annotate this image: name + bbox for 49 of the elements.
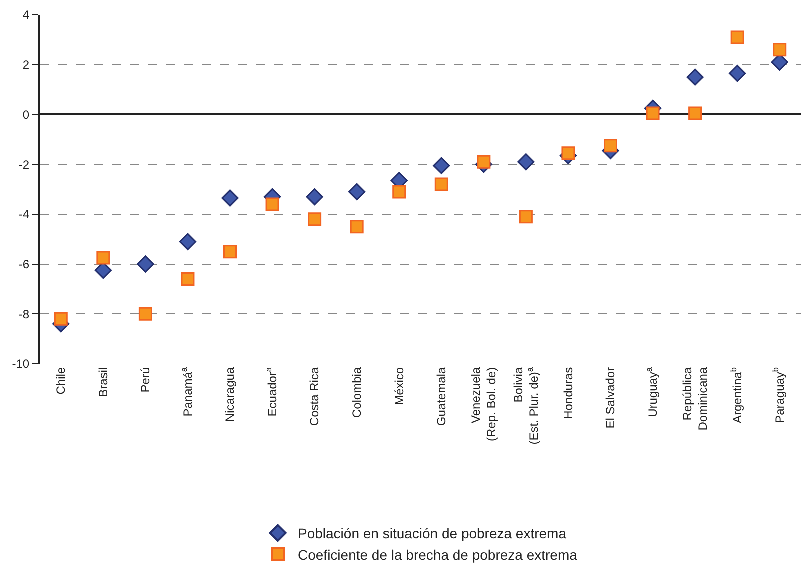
point [729, 65, 746, 82]
x-tick-label: Perú [138, 367, 153, 393]
point [348, 183, 366, 201]
y-tick-label: -2 [18, 158, 30, 172]
point [54, 312, 68, 326]
point [434, 178, 448, 192]
y-tick-label: -4 [18, 208, 30, 222]
x-tick-label: Brasil [96, 367, 110, 398]
point [688, 106, 702, 120]
point [392, 185, 406, 199]
x-tick-label: Venezuela (Rep. Bol. de) [469, 367, 499, 442]
x-tick-label: Chile [54, 367, 68, 395]
point [222, 190, 239, 207]
point [686, 68, 704, 86]
legend-label: Coeficiente de la brecha de pobreza extrema [298, 546, 578, 563]
x-tick-label: Guatemala [434, 367, 449, 426]
x-tick-label: Colombia [350, 367, 364, 418]
point [350, 220, 364, 234]
x-tick-label: Costa Rica [308, 367, 322, 426]
y-tick-label: -8 [18, 307, 30, 322]
x-tick-label: República Dominicana [680, 367, 710, 431]
y-tick-label: -6 [18, 257, 30, 272]
point [519, 210, 533, 224]
y-tick-label: -10 [12, 357, 30, 372]
point [773, 43, 787, 57]
point [730, 30, 744, 44]
point [433, 157, 450, 174]
point [96, 251, 110, 265]
point [137, 256, 154, 273]
x-tick-label: Honduras [561, 367, 576, 420]
point [224, 245, 237, 259]
x-tick-label: El Salvador [604, 367, 618, 429]
point [562, 146, 576, 160]
point [138, 307, 152, 321]
x-tick-label: Nicaragua [223, 367, 238, 422]
legend-label: Población en situación de pobreza extrema [298, 526, 567, 542]
point [646, 106, 660, 120]
y-tick-label: 2 [22, 58, 30, 72]
y-tick-label: 0 [22, 108, 30, 122]
point [477, 155, 491, 169]
point [518, 154, 535, 171]
point [306, 188, 324, 206]
y-tick-label: 4 [22, 8, 30, 22]
point [308, 212, 322, 226]
point [604, 139, 618, 153]
x-tick-label: México [392, 367, 406, 406]
point [179, 233, 197, 250]
point [266, 198, 280, 212]
point [181, 272, 195, 286]
